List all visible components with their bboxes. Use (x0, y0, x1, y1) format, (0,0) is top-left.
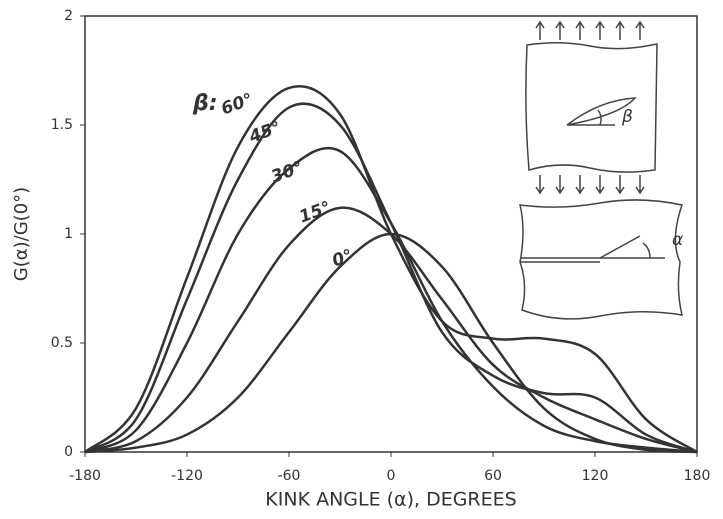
x-tick-label: -60 (278, 468, 301, 484)
y-tick-label: 1 (64, 226, 73, 242)
inset-label: α (672, 230, 683, 250)
x-tick-label: 60 (484, 468, 502, 484)
data-line (84, 232, 698, 454)
y-axis-label: G(α)/G(0°) (11, 187, 32, 281)
y-tick-label: 0 (64, 444, 73, 460)
series-label: 0° (330, 246, 356, 272)
data-line (84, 146, 698, 454)
series-label: 15° (297, 198, 334, 228)
x-axis-label: KINK ANGLE (α), DEGREES (265, 489, 516, 511)
series-label: 30° (269, 158, 306, 188)
inset-sketch (519, 20, 683, 320)
series-label: 60° (219, 90, 256, 120)
y-tick-label: 1.5 (51, 117, 73, 133)
data-line (84, 102, 698, 454)
y-tick-label: 2 (64, 8, 73, 24)
series-label-prefix: β: (192, 91, 218, 116)
x-tick-label: 120 (582, 468, 609, 484)
y-tick-label: 0.5 (51, 335, 73, 351)
x-tick-label: -120 (171, 468, 203, 484)
inset-label: β (621, 107, 633, 127)
x-tick-label: -180 (69, 468, 101, 484)
x-tick-label: 180 (684, 468, 711, 484)
data-line (84, 84, 698, 454)
data-line (84, 206, 698, 454)
x-tick-label: 0 (387, 468, 396, 484)
